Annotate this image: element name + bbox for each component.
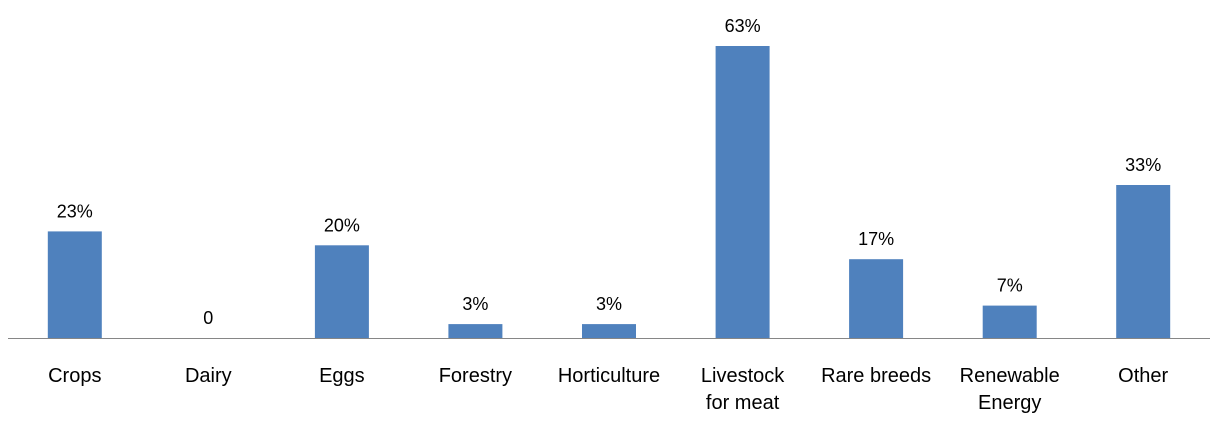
category-label: Other xyxy=(1118,365,1168,387)
data-label: 20% xyxy=(324,215,360,235)
category-label-line: Crops xyxy=(48,365,101,387)
category-label-line: Horticulture xyxy=(558,365,660,387)
data-label: 33% xyxy=(1125,155,1161,175)
data-label: 7% xyxy=(997,276,1023,296)
category-label-line: Energy xyxy=(978,392,1041,414)
category-label-line: Dairy xyxy=(185,365,232,387)
bar xyxy=(982,305,1037,338)
bar xyxy=(849,259,904,338)
data-label: 17% xyxy=(858,229,894,249)
bar xyxy=(715,46,770,338)
data-label: 23% xyxy=(57,201,93,221)
data-label: 0 xyxy=(203,308,213,328)
category-label: Horticulture xyxy=(558,365,660,387)
category-label: Eggs xyxy=(319,365,365,387)
category-label-line: Forestry xyxy=(439,365,512,387)
category-label: Crops xyxy=(48,365,101,387)
category-labels-layer: Crops Dairy Eggs Forestry Horticulture Livest… xyxy=(48,365,1168,414)
category-label: Dairy xyxy=(185,365,232,387)
bar xyxy=(314,245,369,338)
category-label: Forestry xyxy=(439,365,512,387)
bars-layer xyxy=(47,46,1171,338)
data-labels-layer: 23% 0 20% 3% 3% 63% 17% 7% 33% xyxy=(57,16,1161,328)
category-label: Renewable Energy xyxy=(960,365,1060,414)
category-label: Livestock for meat xyxy=(701,365,785,414)
bar xyxy=(582,324,636,338)
category-label-line: Eggs xyxy=(319,365,365,387)
category-label-line: for meat xyxy=(706,392,780,414)
category-label-line: Other xyxy=(1118,365,1168,387)
bar xyxy=(47,231,102,338)
bar xyxy=(448,324,503,338)
category-label: Rare breeds xyxy=(821,365,931,387)
data-label: 63% xyxy=(725,16,761,36)
bar xyxy=(1116,185,1171,338)
category-label-line: Livestock xyxy=(701,365,785,387)
data-label: 3% xyxy=(596,294,622,314)
category-label-line: Rare breeds xyxy=(821,365,931,387)
data-label: 3% xyxy=(462,294,488,314)
category-label-line: Renewable xyxy=(960,365,1060,387)
